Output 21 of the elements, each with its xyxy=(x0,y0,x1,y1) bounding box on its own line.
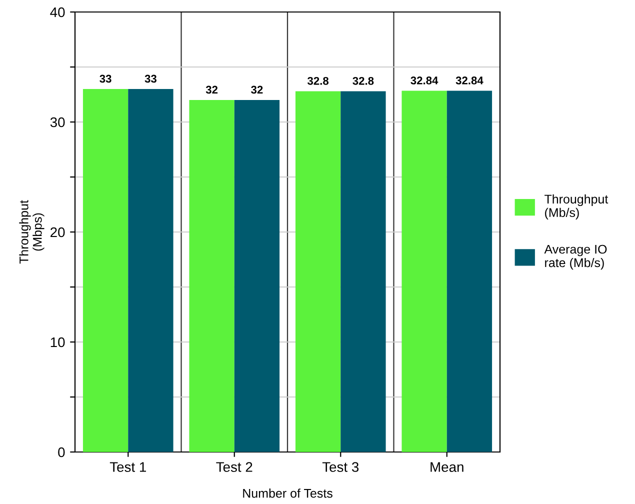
data-label: 32 xyxy=(251,86,263,94)
data-label: 32.84 xyxy=(410,76,438,84)
y-tick-label: 30 xyxy=(50,117,65,128)
data-label: 33 xyxy=(100,74,112,83)
y-tick-label: 0 xyxy=(58,447,65,458)
x-axis-title: Number of Tests xyxy=(243,488,332,498)
y-axis-title: Throughput (Mbps) xyxy=(19,200,44,264)
y-tick-label: 20 xyxy=(50,227,65,238)
data-label: 32.8 xyxy=(352,76,374,85)
y-tick-label: 40 xyxy=(50,7,65,18)
data-label: 33 xyxy=(144,74,156,83)
y-tick-label: 10 xyxy=(50,337,65,348)
x-tick-label: Test 2 xyxy=(216,462,252,472)
data-label: 32 xyxy=(206,86,218,94)
data-label: 32.8 xyxy=(307,76,329,85)
x-tick-label: Test 3 xyxy=(322,462,359,472)
x-tick-label: Mean xyxy=(430,462,464,472)
data-label: 32.84 xyxy=(456,76,484,84)
legend-label: Throughput (Mb/s) xyxy=(544,194,608,220)
legend-label: Average IO rate (Mb/s) xyxy=(544,244,607,270)
x-tick-label: Test 1 xyxy=(110,462,146,472)
